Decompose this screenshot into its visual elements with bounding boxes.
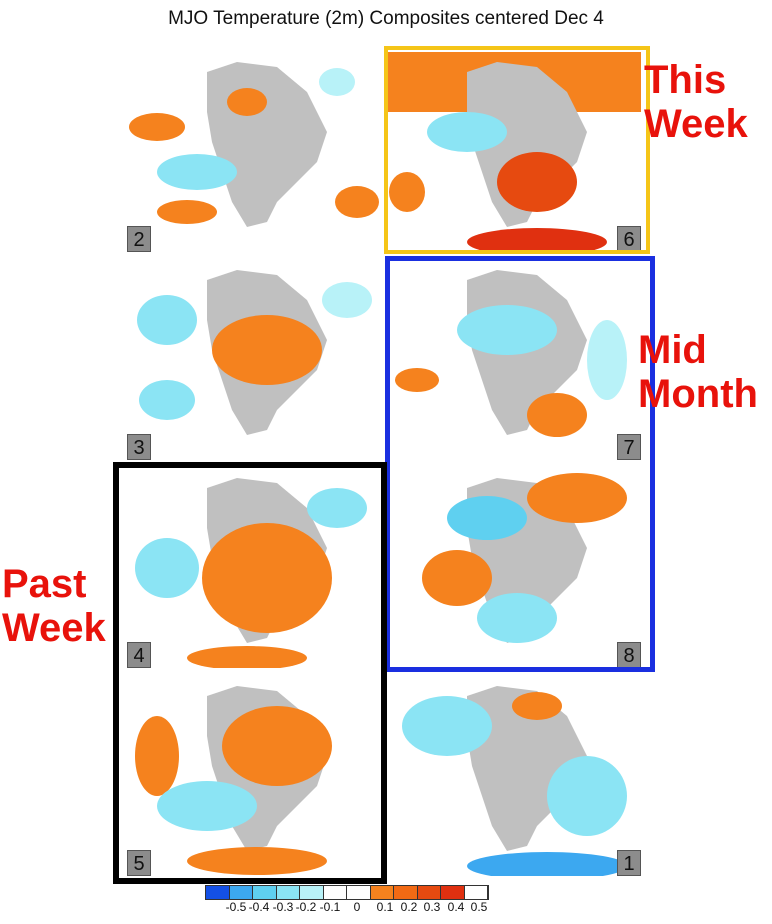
map-panel-phase-2: 2	[127, 52, 381, 252]
colorbar-swatch	[323, 886, 347, 899]
colorbar-swatch	[300, 886, 324, 899]
colorbar-tick-label: -0.5	[225, 900, 247, 914]
phase-label: 7	[617, 434, 641, 460]
colorbar-tick-label: 0	[353, 900, 361, 914]
colorbar-swatch	[229, 886, 253, 899]
map-panel-phase-7: 7	[387, 260, 641, 460]
colorbar-swatch	[464, 886, 488, 899]
colorbar-swatch	[276, 886, 300, 899]
colorbar-tick-label: 0.5	[470, 900, 488, 914]
colorbar-tick-label: 0.4	[447, 900, 465, 914]
figure-title: MJO Temperature (2m) Composites centered…	[168, 8, 604, 29]
colorbar-swatch	[394, 886, 418, 899]
map-panel-phase-8: 8	[387, 468, 641, 668]
this-week-box	[384, 46, 650, 254]
map-panel-phase-6: 6	[387, 52, 641, 252]
colorbar-swatch	[347, 886, 371, 899]
this-week-note: This Week	[644, 58, 748, 146]
colorbar-tick-label: 0.1	[376, 900, 394, 914]
map-panel-phase-4: 4	[127, 468, 381, 668]
phase-label: 3	[127, 434, 151, 460]
colorbar-swatch	[206, 886, 230, 899]
colorbar-ticks: -0.5 -0.4 -0.3 -0.2 -0.1 0 0.1 0.2 0.3 0.4 0.5	[205, 900, 535, 916]
colorbar-tick-label: 0.3	[423, 900, 441, 914]
past-week-box	[113, 462, 387, 884]
colorbar	[205, 885, 489, 900]
map-panel-phase-3: 3	[127, 260, 381, 460]
colorbar-swatch	[441, 886, 465, 899]
colorbar-tick-label: -0.2	[295, 900, 317, 914]
colorbar-tick-label: -0.4	[248, 900, 270, 914]
phase-label: 6	[617, 226, 641, 252]
mid-month-note: Mid Month	[638, 328, 758, 416]
phase-label: 5	[127, 850, 151, 876]
phase-label: 2	[127, 226, 151, 252]
map-panel-phase-1: 1	[387, 676, 641, 876]
colorbar-swatch	[417, 886, 441, 899]
colorbar-tick-label: 0.2	[400, 900, 418, 914]
colorbar-swatch	[370, 886, 394, 899]
colorbar-tick-label: -0.3	[272, 900, 294, 914]
map-panel-phase-5: 5	[127, 676, 381, 876]
past-week-note: Past Week	[2, 562, 106, 650]
mid-month-box	[385, 256, 655, 672]
phase-label: 1	[617, 850, 641, 876]
colorbar-swatch	[253, 886, 277, 899]
phase-label: 4	[127, 642, 151, 668]
colorbar-tick-label: -0.1	[319, 900, 341, 914]
